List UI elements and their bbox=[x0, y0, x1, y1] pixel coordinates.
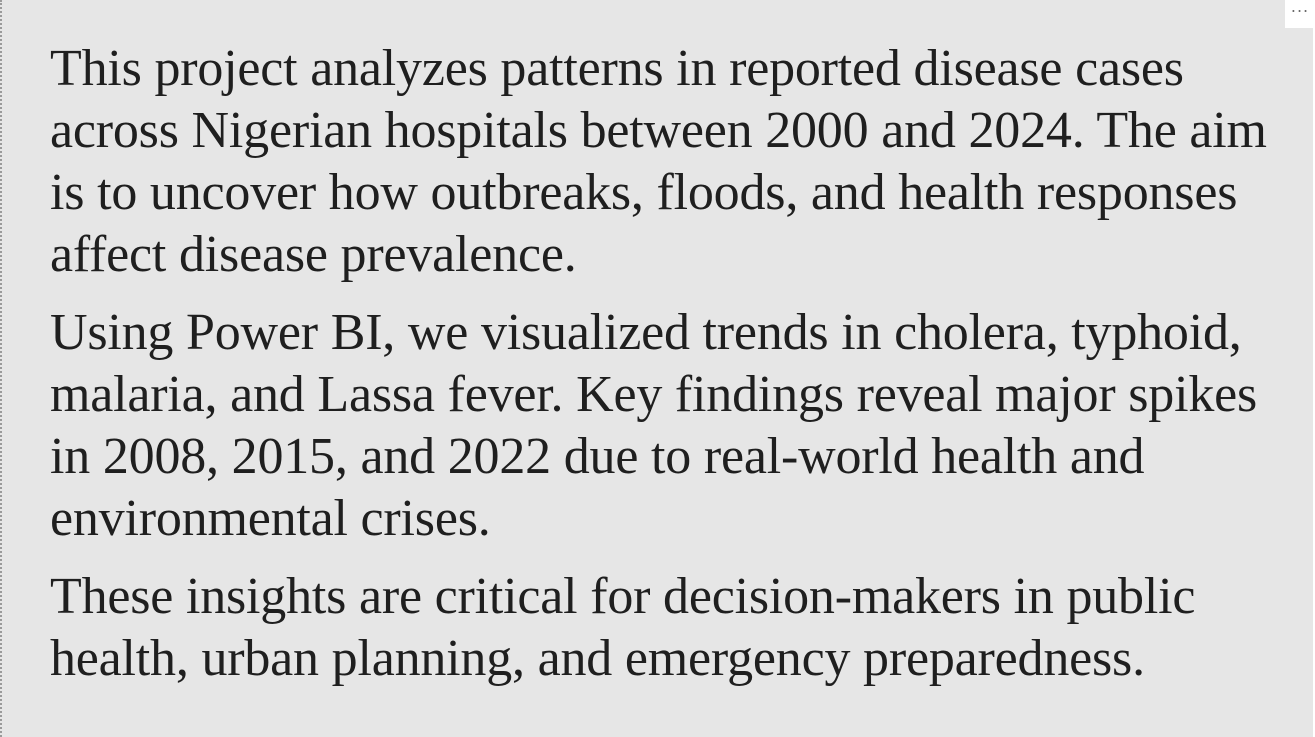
more-options-icon[interactable]: ... bbox=[1285, 0, 1315, 28]
paragraph-intro: This project analyzes patterns in report… bbox=[50, 40, 1267, 283]
paragraph-insights: These insights are critical for decision… bbox=[50, 568, 1196, 687]
more-options-label: ... bbox=[1290, 0, 1310, 16]
paragraph-findings: Using Power BI, we visualized trends in … bbox=[50, 304, 1258, 547]
text-box-content: This project analyzes patterns in report… bbox=[50, 38, 1290, 706]
